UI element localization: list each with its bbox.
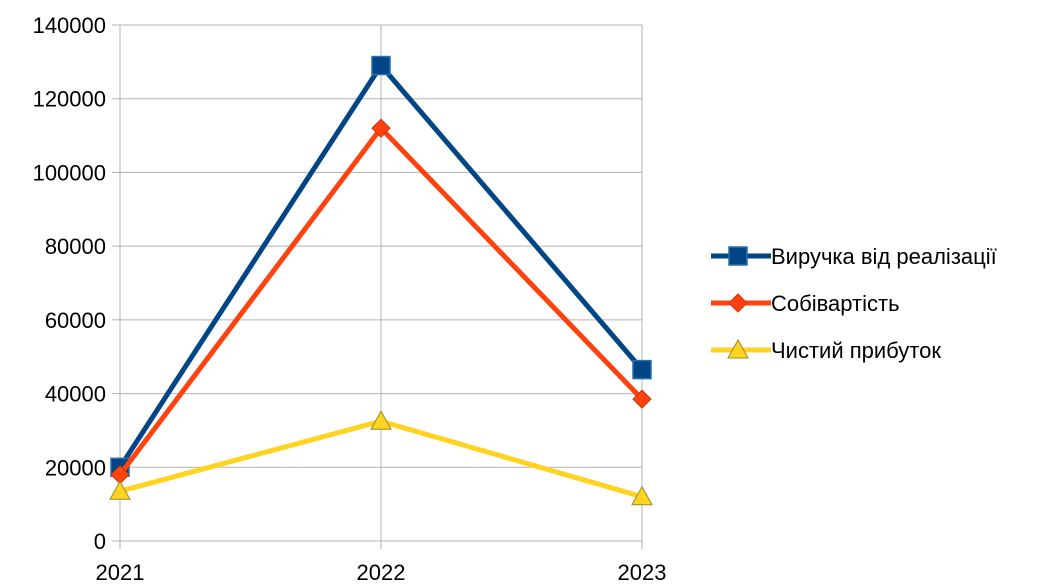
grid-layer [119,24,643,542]
y-tick-label: 60000 [45,308,106,333]
y-tick-label: 120000 [33,87,106,112]
y-tick-label: 0 [94,529,106,554]
y-tick-label: 140000 [33,13,106,38]
legend-label: Собівартість [771,291,900,316]
legend-marker [727,338,749,359]
y-tick-label: 40000 [45,382,106,407]
y-tick-label: 100000 [33,160,106,185]
series-layer [109,55,653,506]
legend: Виручка від реалізації Собівартість Чистий… [711,244,997,363]
x-tick-label: 2021 [96,560,145,583]
axis-layer: 0 20000 40000 60000 80000 100000 120000 140000 2… [33,13,667,585]
legend-marker [728,293,748,313]
y-tick-label: 80000 [45,234,106,259]
data-point [370,410,392,430]
data-point [371,55,391,76]
legend-marker [728,246,748,266]
data-point [632,389,652,409]
data-point [632,359,652,380]
data-point [631,485,653,506]
data-point [109,480,131,500]
legend-label: Виручка від реалізації [771,244,997,269]
x-tick-label: 2023 [618,560,667,583]
x-tick-label: 2022 [357,560,406,583]
legend-label: Чистий прибуток [771,338,941,363]
data-point [371,118,391,138]
y-tick-label: 20000 [45,455,106,480]
